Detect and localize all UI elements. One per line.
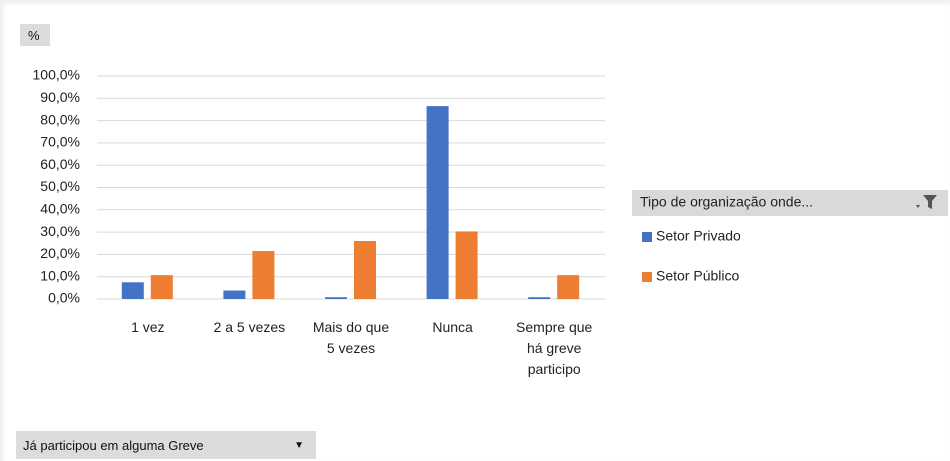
legend-label: Setor Privado [656,228,741,244]
y-tick-label: 50,0% [40,178,80,194]
y-tick-label: 90,0% [40,89,80,105]
y-tick-label: 40,0% [40,201,80,217]
y-tick-label: 70,0% [40,134,80,150]
y-tick-label: 100,0% [33,67,80,83]
dropdown-arrow[interactable]: ▼ [294,439,304,451]
y-tick-label: 30,0% [40,223,80,239]
y-tick-label: 80,0% [40,111,80,127]
x-tick-label: 1 vez [131,319,165,335]
y-tick-label: 0,0% [48,290,80,306]
bar [528,297,551,299]
axis-field-button[interactable]: Já participou em alguma Greve ▼ [16,431,316,459]
y-tick-label: 60,0% [40,156,80,172]
bar [455,231,478,299]
bar [150,275,173,299]
bar [557,275,580,299]
filter-icon[interactable] [916,195,937,209]
x-tick-label: Nunca [432,319,473,335]
bar [252,251,275,299]
legend-title: Tipo de organização onde... [640,194,813,210]
bar [354,241,376,299]
x-tick-label: Sempre que há greve participo [516,319,593,377]
bar [325,297,347,299]
legend-swatch [642,232,652,242]
legend-label: Setor Público [656,268,739,284]
bar [426,106,449,299]
value-field-button[interactable]: % [20,24,50,46]
x-tick-label: 2 a 5 vezes [213,319,286,335]
bar [121,282,144,299]
legend-header[interactable] [632,190,948,216]
y-tick-label: 20,0% [40,245,80,261]
x-tick-label: Mais do que 5 vezes [312,319,390,356]
axis-field-label: Já participou em alguma Greve [23,437,204,453]
legend-swatch [642,272,652,282]
y-tick-label: 10,0% [40,267,80,283]
bar [223,290,246,299]
